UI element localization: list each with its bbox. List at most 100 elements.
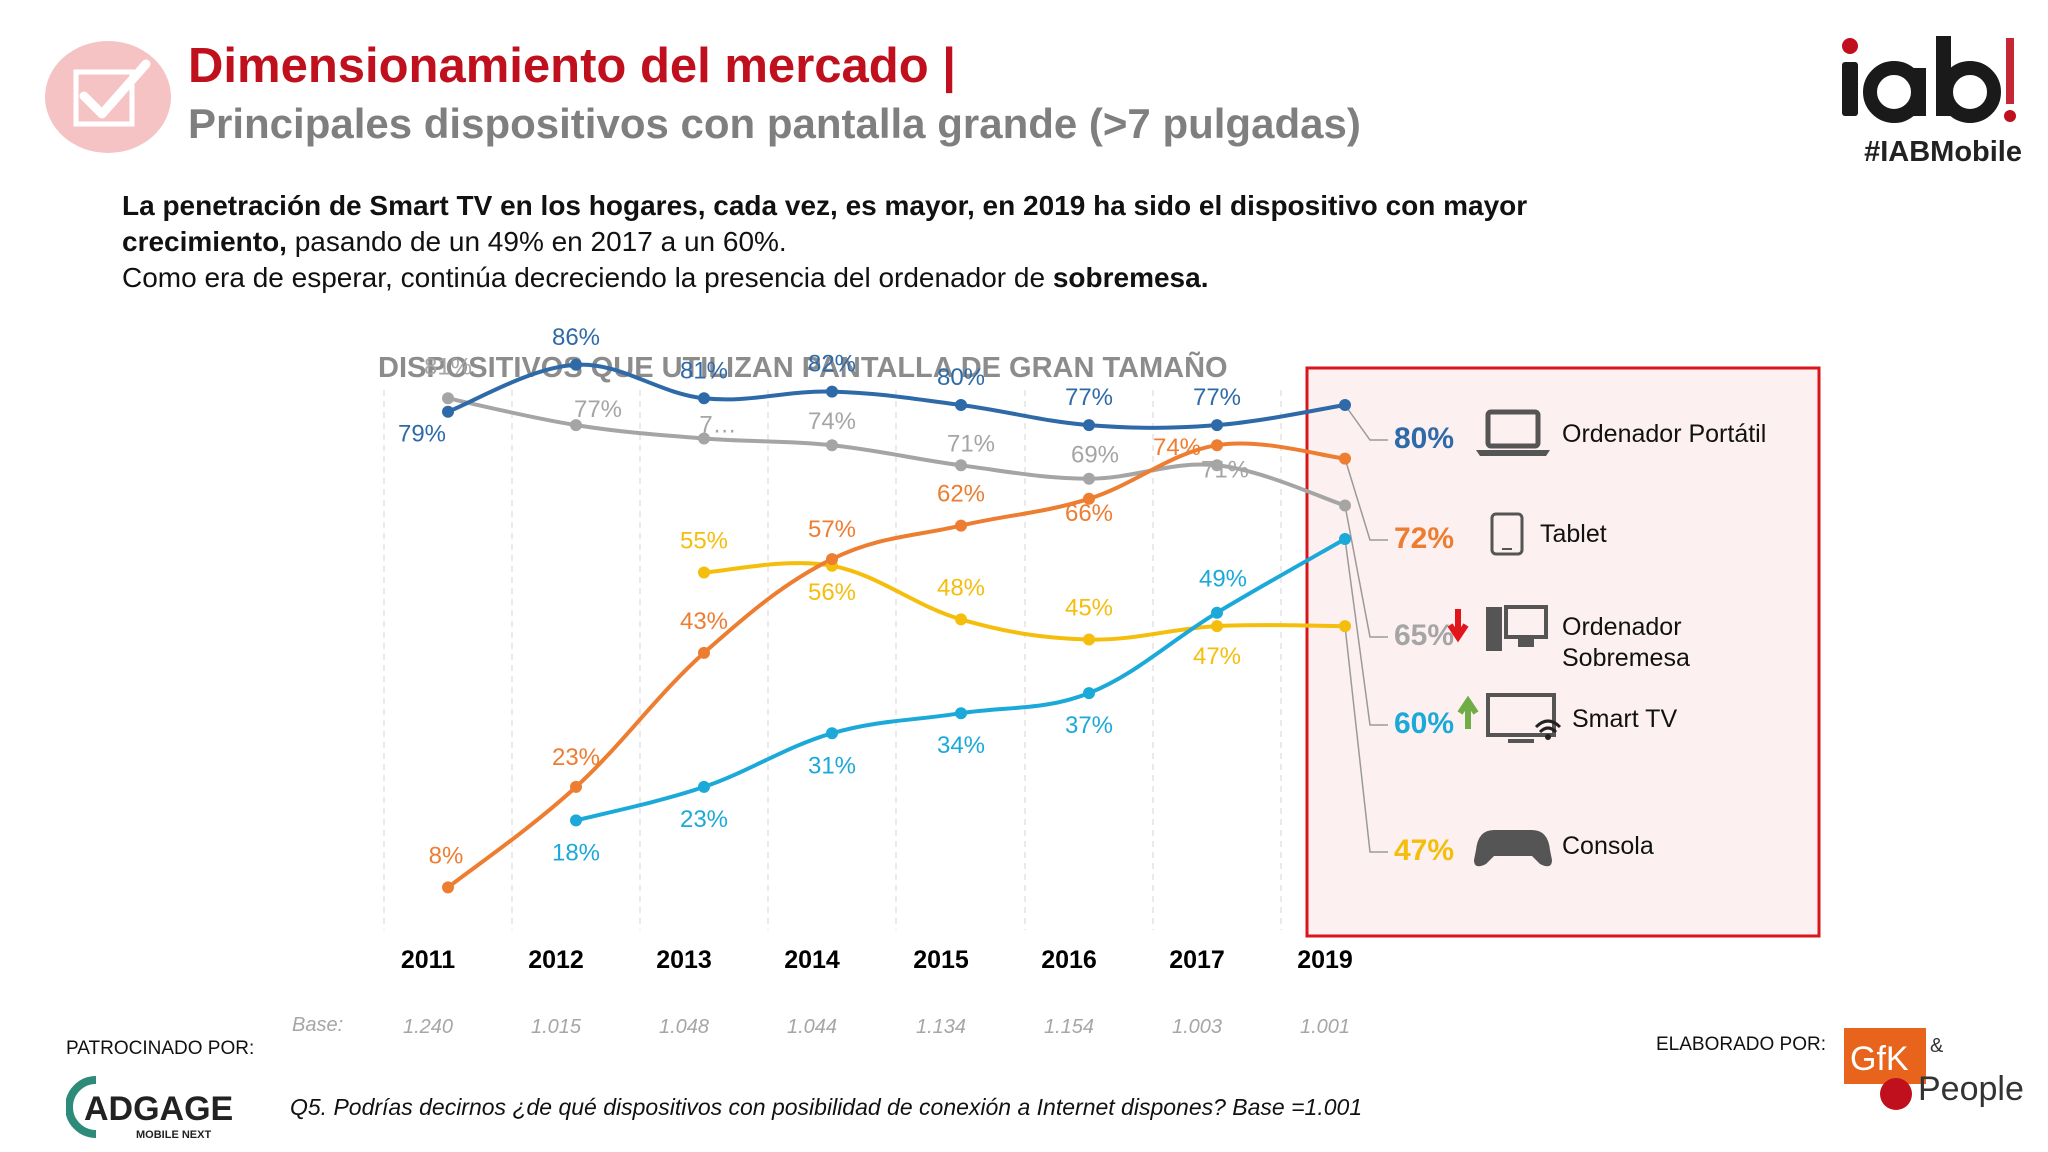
footnote: Q5. Podrías decirnos ¿de qué dispositivo… xyxy=(290,1094,1363,1120)
data-label: 48% xyxy=(937,574,985,601)
svg-text:&: & xyxy=(1930,1035,1944,1057)
intro-line-2-rest: pasando de un 49% en 2017 a un 60%. xyxy=(286,226,787,257)
data-point xyxy=(955,459,967,472)
series-line xyxy=(447,362,1346,430)
x-tick-label: 2011 xyxy=(401,946,455,974)
data-labels: 55% 56% 48% 45% 47% 18% 23% 31% 34% 37% 49% 81% 77% 7… xyxy=(398,324,1249,870)
series-line xyxy=(447,396,1346,508)
tablet-icon xyxy=(1490,512,1524,556)
checkbox-check-icon xyxy=(45,41,171,153)
data-point xyxy=(1339,620,1351,633)
data-point xyxy=(1339,533,1351,545)
data-point xyxy=(698,780,710,793)
data-point xyxy=(1083,419,1095,432)
laptop-icon xyxy=(1476,409,1550,456)
data-point xyxy=(955,613,967,626)
base-value: 1.044 xyxy=(787,1016,837,1038)
base-value: 1.240 xyxy=(403,1016,453,1038)
intro-line-2-bold: crecimiento, xyxy=(122,226,287,257)
data-label: 8% xyxy=(429,842,464,869)
legend-label: Tablet xyxy=(1540,520,1607,548)
data-point xyxy=(1211,419,1223,432)
base-value: 1.134 xyxy=(916,1016,966,1038)
data-point xyxy=(1211,606,1223,619)
x-tick-label: 2017 xyxy=(1169,946,1225,974)
data-point xyxy=(826,385,838,398)
gamepad-icon xyxy=(1474,830,1552,867)
base-row: Base: 1.240 1.015 1.048 1.044 1.134 1.154 1.003… xyxy=(292,1014,1350,1038)
x-tick-label: 2019 xyxy=(1297,946,1353,974)
data-point xyxy=(1211,620,1223,633)
data-point xyxy=(1083,472,1095,485)
data-label: 43% xyxy=(680,608,728,635)
data-label: 82% xyxy=(808,351,856,378)
legend-label: Consola xyxy=(1562,832,1654,860)
page-title: Dimensionamiento del mercado | xyxy=(188,39,956,93)
smart-tv-icon xyxy=(1486,693,1562,743)
legend-label: Smart TV xyxy=(1572,705,1677,733)
series-line xyxy=(703,561,1346,642)
iab-spain-logo xyxy=(1842,36,2016,123)
data-label: 81% xyxy=(680,357,728,384)
data-point xyxy=(826,439,838,452)
legend-label: Ordenador Portátil xyxy=(1562,420,1766,448)
x-tick-label: 2014 xyxy=(784,946,840,974)
end-value-label: 47% xyxy=(1394,834,1454,867)
data-point xyxy=(1339,399,1351,411)
svg-text:People: People xyxy=(1918,1070,2024,1108)
data-point xyxy=(698,646,710,659)
data-label: 80% xyxy=(937,364,985,391)
data-label: 77% xyxy=(1065,384,1113,411)
adgage-mobile-next-logo: ADGAGE MOBILE NEXT xyxy=(66,1076,233,1141)
data-point xyxy=(1083,687,1095,700)
end-value-label: 80% xyxy=(1394,422,1454,455)
intro-line-3-bold: sobremesa. xyxy=(1052,262,1209,293)
x-tick-label: 2012 xyxy=(528,946,584,974)
end-value-label: 72% xyxy=(1394,522,1454,555)
data-point xyxy=(1083,633,1095,646)
base-value: 1.001 xyxy=(1300,1016,1350,1038)
data-label: 56% xyxy=(808,579,856,606)
data-point xyxy=(570,780,582,793)
x-axis: 2011 2012 2013 2014 2015 2016 2017 2019 xyxy=(401,946,1353,974)
data-point xyxy=(1211,459,1223,472)
data-point xyxy=(1339,499,1351,512)
data-point xyxy=(955,519,967,532)
base-label: Base: xyxy=(292,1014,343,1036)
data-label: 47% xyxy=(1193,643,1241,670)
data-point xyxy=(698,432,710,445)
data-point xyxy=(955,707,967,720)
data-label: 55% xyxy=(680,528,728,555)
data-label: 77% xyxy=(1193,384,1241,411)
data-label: 7… xyxy=(699,412,736,439)
data-label: 34% xyxy=(937,732,985,759)
data-label: 45% xyxy=(1065,595,1113,622)
data-point xyxy=(1211,439,1223,452)
data-point xyxy=(442,405,454,418)
svg-text:GfK: GfK xyxy=(1850,1040,1909,1078)
data-label: 62% xyxy=(937,481,985,508)
data-point xyxy=(570,419,582,432)
legend: 80% Ordenador Portátil 72% Tablet 65% Ordenad… xyxy=(1394,409,1766,867)
base-value: 1.048 xyxy=(659,1016,709,1038)
data-label: 57% xyxy=(808,516,856,543)
data-point xyxy=(826,553,838,566)
legend-label: Sobremesa xyxy=(1562,644,1690,672)
data-point xyxy=(570,358,582,371)
data-point xyxy=(442,881,454,894)
base-value: 1.015 xyxy=(531,1016,582,1038)
trend-up-arrow-icon xyxy=(1457,695,1479,729)
data-label: 49% xyxy=(1199,566,1247,593)
data-label: 69% xyxy=(1071,442,1119,469)
data-point xyxy=(698,566,710,579)
leader-line xyxy=(1344,505,1388,638)
series-line xyxy=(446,441,1346,889)
page-subtitle: Principales dispositivos con pantalla gr… xyxy=(188,100,1361,147)
data-label: 81% xyxy=(424,353,472,380)
intro-line-3: Como era de esperar, continúa decreciend… xyxy=(122,262,1208,294)
data-label: 23% xyxy=(680,806,728,833)
leader-line xyxy=(1344,626,1388,853)
data-point xyxy=(698,392,710,405)
x-tick-label: 2016 xyxy=(1041,946,1097,974)
